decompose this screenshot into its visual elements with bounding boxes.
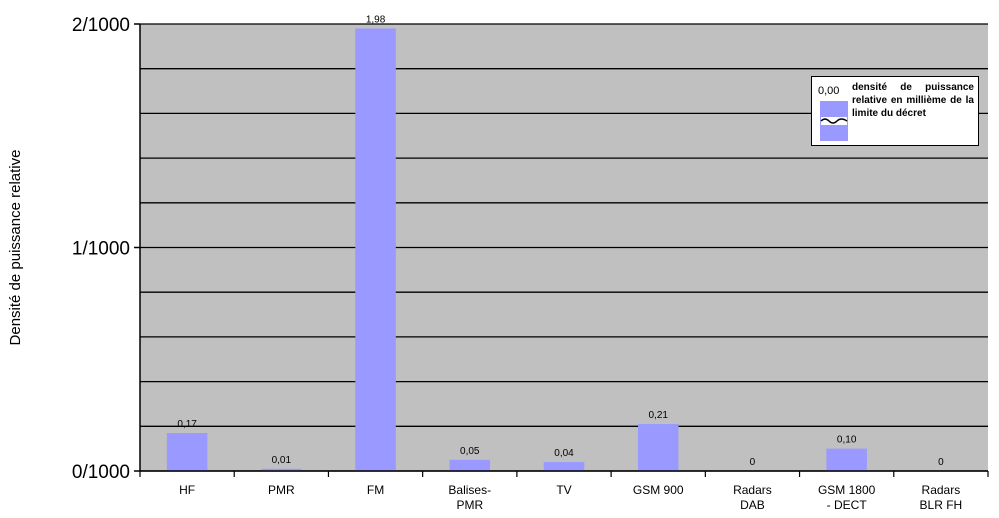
axes	[134, 23, 988, 472]
x-tick-label: Radars DAB	[733, 483, 772, 512]
data-label: 0,04	[554, 448, 574, 459]
x-tick-label: TV	[556, 483, 571, 497]
x-tick-label: GSM 900	[633, 483, 684, 497]
data-label: 0,01	[272, 455, 292, 466]
bars	[166, 28, 867, 471]
data-label: 0	[938, 457, 944, 468]
y-tick-label: 2/1000	[72, 15, 130, 36]
bar	[543, 462, 585, 471]
legend-series-label: densité de puissance relative en millièm…	[852, 82, 974, 119]
data-labels: 0,17 0,01 1,98 0,05 0,04 0,21 0 0,10 0	[177, 14, 944, 468]
x-tick-label: Radars BLR FH	[920, 483, 963, 512]
bar	[166, 433, 208, 471]
bar	[449, 459, 491, 471]
legend: 0,00 densité de puissance relative en mi…	[811, 76, 979, 146]
data-label: 1,98	[366, 14, 386, 25]
x-tick-label: PMR	[268, 483, 295, 497]
bar	[637, 424, 679, 471]
data-label: 0,05	[460, 446, 480, 457]
x-tick-labels: HF PMR FM Balises-PMR TV GSM 900 Radars DAB GSM …	[139, 471, 989, 512]
gridlines	[140, 23, 988, 472]
legend-squiggle-icon	[820, 117, 848, 125]
y-axis-label: Densité de puissance relative	[7, 150, 24, 346]
data-label: 0,17	[177, 419, 197, 430]
data-label: 0,10	[837, 435, 857, 446]
x-tick-label: HF	[179, 483, 195, 497]
x-tick-label: GSM 1800- DECT	[818, 483, 876, 512]
data-label: 0	[750, 457, 756, 468]
bar	[826, 448, 867, 471]
bar	[261, 468, 302, 471]
data-label: 0,21	[648, 410, 668, 421]
legend-value-label: 0,00	[818, 85, 840, 97]
bar	[355, 28, 396, 471]
x-tick-label: Balises-PMR	[448, 483, 491, 512]
y-tick-label: 1/1000	[72, 239, 130, 260]
y-tick-labels: 0/1000 1/1000 2/1000	[72, 15, 130, 483]
y-tick-label: 0/1000	[72, 462, 130, 483]
x-tick-label: FM	[367, 483, 384, 497]
